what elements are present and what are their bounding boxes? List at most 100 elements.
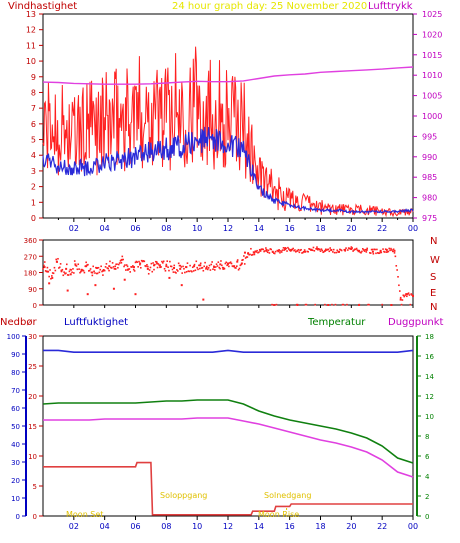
direction-point <box>193 263 196 266</box>
direction-point <box>185 271 188 273</box>
direction-point <box>168 269 170 272</box>
direction-point <box>253 253 256 256</box>
direction-point <box>75 265 78 267</box>
direction-point <box>159 264 161 266</box>
direction-point <box>399 298 402 301</box>
direction-point <box>236 265 238 267</box>
direction-point <box>108 265 111 268</box>
direction-point <box>179 264 182 267</box>
direction-point <box>384 248 387 250</box>
weather-panel: 0102030405060708090100051015202530024681… <box>7 333 435 531</box>
direction-point <box>154 260 157 263</box>
direction-point <box>221 264 223 267</box>
direction-point <box>265 247 267 249</box>
direction-point <box>51 272 54 274</box>
direction-point <box>348 247 351 250</box>
humidity-tick-label: 90 <box>11 351 20 359</box>
direction-point <box>218 266 220 269</box>
direction-point <box>72 268 74 270</box>
direction-point <box>57 257 59 260</box>
direction-point <box>65 263 68 266</box>
direction-point <box>186 262 189 264</box>
direction-point <box>193 265 196 268</box>
direction-point <box>102 274 104 276</box>
direction-point <box>214 266 217 268</box>
direction-point <box>400 303 403 306</box>
direction-point <box>199 264 202 267</box>
direction-point <box>56 261 58 263</box>
direction-point <box>399 296 402 299</box>
direction-point <box>146 263 148 266</box>
wind-x-tick-label: 04 <box>100 224 110 233</box>
direction-point <box>132 268 135 271</box>
compass-n-bottom: N <box>430 302 437 313</box>
direction-point <box>147 272 150 275</box>
direction-point <box>243 251 246 254</box>
wind-left-tick-label: 13 <box>26 10 36 19</box>
direction-point <box>405 293 407 295</box>
direction-point <box>274 250 277 253</box>
direction-point <box>403 295 405 298</box>
direction-point <box>117 263 120 266</box>
direction-point <box>345 247 347 249</box>
wind-left-tick-label: 0 <box>31 214 36 223</box>
direction-point <box>255 251 257 253</box>
direction-point <box>297 248 300 251</box>
direction-point <box>153 268 155 271</box>
direction-point <box>178 264 181 267</box>
direction-point <box>45 270 48 273</box>
direction-point <box>84 265 87 268</box>
wind-left-tick-label: 6 <box>31 120 36 129</box>
direction-point <box>217 261 220 263</box>
direction-point <box>165 265 168 268</box>
direction-point <box>227 262 229 265</box>
direction-point <box>325 249 328 251</box>
weather-x-tick-label: 22 <box>377 522 387 531</box>
humidity-tick-label: 100 <box>7 333 20 341</box>
direction-point <box>199 262 202 265</box>
direction-point <box>323 250 325 253</box>
direction-point <box>135 260 138 263</box>
direction-point <box>228 262 231 264</box>
direction-point <box>58 266 61 269</box>
direction-point <box>67 274 70 276</box>
direction-point <box>331 303 333 306</box>
direction-point <box>280 250 282 252</box>
direction-point <box>123 278 126 281</box>
humidity-label: Luftfuktighet <box>64 317 128 328</box>
direction-point <box>379 251 382 253</box>
weather-x-tick-label: 08 <box>161 522 171 531</box>
direction-point <box>158 264 161 267</box>
direction-point <box>369 252 372 254</box>
direction-point <box>332 251 334 253</box>
direction-point <box>169 260 171 263</box>
direction-point <box>324 248 327 251</box>
direction-point <box>243 255 245 257</box>
direction-point <box>365 248 368 251</box>
direction-point <box>138 260 140 263</box>
direction-point <box>313 250 316 252</box>
direction-point <box>104 266 107 268</box>
direction-point <box>301 252 303 254</box>
direction-point <box>320 248 323 250</box>
direction-point <box>224 262 227 265</box>
direction-point <box>288 249 291 251</box>
wind-right-tick-label: 1005 <box>422 92 442 101</box>
direction-point <box>251 253 254 256</box>
direction-point <box>340 249 343 252</box>
direction-point <box>244 257 247 259</box>
weather-x-tick-label: 12 <box>223 522 233 531</box>
temperature-label: Temperatur <box>307 317 366 328</box>
direction-point <box>210 263 213 266</box>
direction-point <box>66 289 69 292</box>
direction-point <box>394 255 397 258</box>
direction-point <box>205 266 208 269</box>
humidity-tick-label: 50 <box>11 423 20 431</box>
wind-right-tick-label: 1000 <box>422 112 442 121</box>
direction-point <box>295 303 298 306</box>
direction-point <box>61 268 64 271</box>
direction-point <box>163 267 166 270</box>
weather-x-tick-label: 14 <box>254 522 264 531</box>
direction-point <box>69 273 72 276</box>
